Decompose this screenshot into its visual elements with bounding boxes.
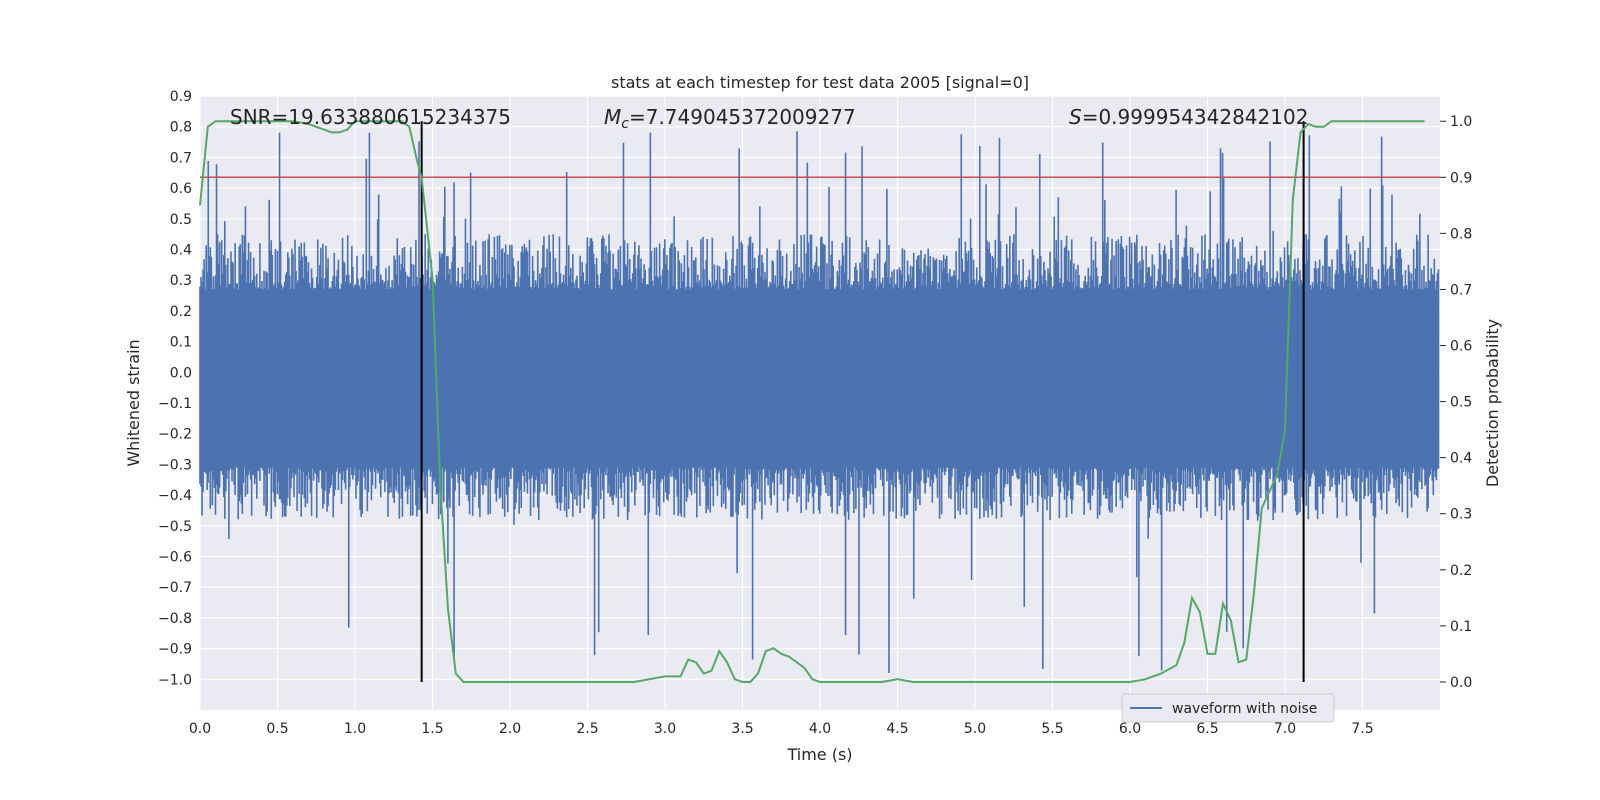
s-annotation: S=0.999954342842102 — [1069, 105, 1308, 129]
y-tick-label: 0.0 — [170, 365, 192, 381]
y-tick-label: −0.7 — [158, 580, 192, 596]
s-annotation-value: =0.999954342842102 — [1082, 105, 1309, 129]
y-tick-label: 0.9 — [170, 89, 192, 105]
legend: waveform with noise — [1121, 693, 1335, 723]
y-tick-label: 0.6 — [170, 181, 192, 197]
overlay — [199, 120, 1440, 683]
x-tick-label: 5.0 — [964, 721, 986, 737]
x-tick-label: 2.5 — [576, 721, 598, 737]
y-tick-label: 0.1 — [170, 335, 192, 351]
mc-annotation: Mc=7.749045372009277 — [604, 105, 856, 132]
x-tick-label: 2.0 — [499, 721, 521, 737]
y2-tick-label: 0.3 — [1450, 507, 1472, 523]
waveform-series — [199, 131, 1440, 673]
y-tick-label: 0.3 — [170, 273, 192, 289]
x-tick-label: 7.0 — [1274, 721, 1296, 737]
y-tick-label: −0.6 — [158, 550, 192, 566]
y2-tick-label: 0.5 — [1450, 395, 1472, 411]
y-tick-label: −0.9 — [158, 642, 192, 658]
x-axis-ticks: 0.0 0.5 1.0 1.5 2.0 2.5 3.0 3.5 4.0 4.5 5.0 5.5 6.0 6… — [189, 721, 1374, 737]
x-tick-label: 1.5 — [421, 721, 443, 737]
y2-tick-label: 0.8 — [1450, 226, 1472, 242]
x-tick-label: 7.5 — [1351, 721, 1373, 737]
y2-tick-label: 0.0 — [1450, 675, 1472, 691]
snr-annotation: SNR=19.633880615234375 — [230, 105, 511, 129]
y-tick-label: −0.1 — [158, 396, 192, 412]
x-tick-label: 6.0 — [1119, 721, 1141, 737]
legend-box — [1121, 693, 1335, 723]
y2-tick-label: 0.4 — [1450, 451, 1472, 467]
y-axis-label: Whitened strain — [124, 339, 143, 466]
mc-annotation-value: =7.749045372009277 — [629, 105, 856, 129]
x-tick-label: 3.5 — [731, 721, 753, 737]
detection-probability-line — [199, 120, 1425, 683]
x-axis-label: Time (s) — [786, 745, 852, 764]
x-tick-label: 0.5 — [266, 721, 288, 737]
x-tick-label: 5.5 — [1041, 721, 1063, 737]
y2-tick-label: 0.1 — [1450, 619, 1472, 635]
y2-tick-label: 0.2 — [1450, 563, 1472, 579]
x-tick-label: 4.5 — [886, 721, 908, 737]
y-tick-label: 0.5 — [170, 212, 192, 228]
legend-label: waveform with noise — [1172, 701, 1317, 717]
y2-tick-label: 0.7 — [1450, 282, 1472, 298]
chart-title: stats at each timestep for test data 200… — [611, 73, 1029, 92]
y2-tick-label: 1.0 — [1450, 114, 1472, 130]
x-tick-label: 4.0 — [809, 721, 831, 737]
y-tick-label: −0.8 — [158, 611, 192, 627]
y2-axis-label: Detection probability — [1483, 319, 1502, 487]
y-tick-label: −0.5 — [158, 519, 192, 535]
y-tick-label: −0.3 — [158, 457, 192, 473]
y-tick-label: 0.4 — [170, 243, 192, 259]
x-tick-label: 6.5 — [1196, 721, 1218, 737]
x-tick-label: 0.0 — [189, 721, 211, 737]
waveform-core — [200, 289, 1439, 465]
y-tick-label: 0.2 — [170, 304, 192, 320]
y-tick-label: −1.0 — [158, 672, 192, 688]
y2-tick-label: 0.9 — [1450, 170, 1472, 186]
y-tick-label: −0.4 — [158, 488, 192, 504]
x-tick-label: 3.0 — [654, 721, 676, 737]
y-tick-label: −0.2 — [158, 427, 192, 443]
x-tick-label: 1.0 — [344, 721, 366, 737]
y2-axis-ticks: 1.0 0.9 0.8 0.7 0.6 0.5 0.4 0.3 0.2 0.1 0.0 — [1440, 114, 1472, 691]
y-axis-ticks: 0.9 0.8 0.7 0.6 0.5 0.4 0.3 0.2 0.1 0.0 −0.1 −0.2 −0… — [158, 89, 192, 688]
y-tick-label: 0.7 — [170, 150, 192, 166]
y2-tick-label: 0.6 — [1450, 339, 1472, 355]
y-tick-label: 0.8 — [170, 120, 192, 136]
